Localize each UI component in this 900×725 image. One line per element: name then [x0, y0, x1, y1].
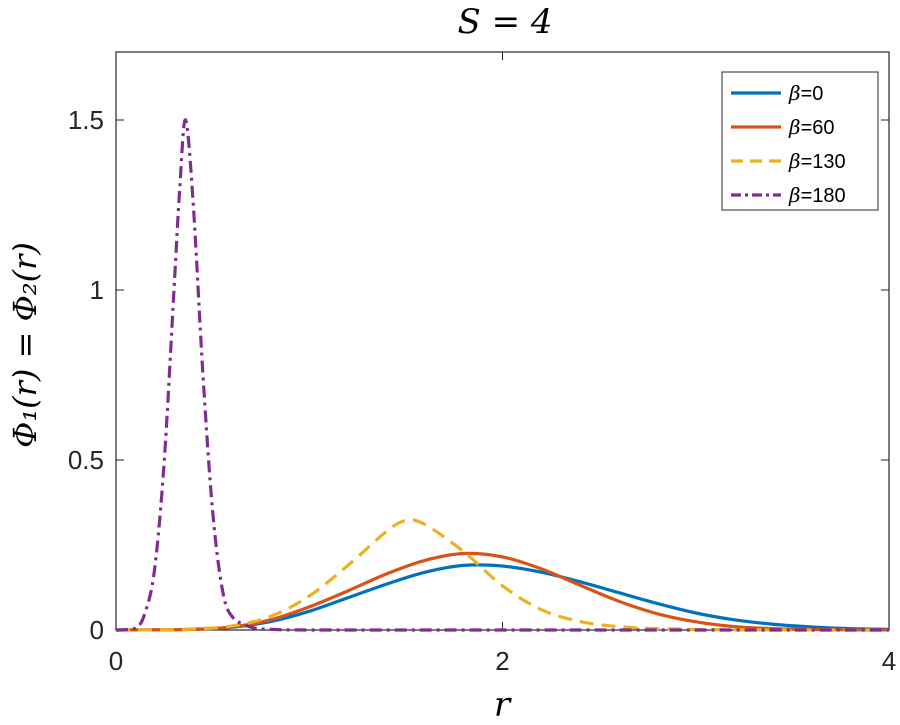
series-line-3 [115, 118, 889, 632]
legend-label-3: β=180 [788, 183, 846, 207]
x-axis-label: r [494, 685, 512, 725]
series-line-1 [115, 551, 890, 632]
chart-title: S = 4 [457, 2, 552, 42]
legend-label-2: β=130 [788, 149, 846, 173]
legend-label-1: β=60 [788, 115, 835, 139]
y-axis-label: Φ₁(r) = Φ₂(r) [6, 242, 44, 448]
y-tick-label: 1.5 [68, 105, 104, 135]
x-tick-label: 2 [495, 646, 509, 676]
y-tick-label: 0 [90, 615, 104, 645]
series-lines [115, 118, 890, 632]
legend: β=0 β=60 β=130 β=180 [721, 71, 879, 211]
y-tick-label: 0.5 [68, 445, 104, 475]
axis-tick-labels: 0 2 4 0 0.5 1 1.5 [68, 105, 896, 676]
legend-label-0: β=0 [788, 81, 823, 105]
x-tick-label: 4 [882, 646, 896, 676]
legend-box [721, 71, 879, 211]
x-tick-label: 0 [109, 646, 123, 676]
y-tick-label: 1 [90, 275, 104, 305]
